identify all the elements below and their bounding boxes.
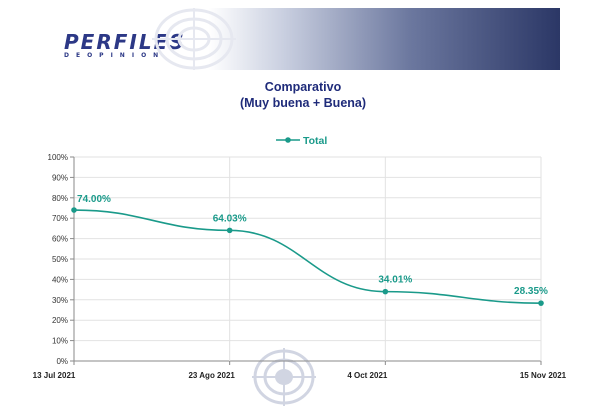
y-tick-label: 90%: [52, 173, 68, 182]
y-tick-label: 40%: [52, 275, 68, 284]
y-tick-label: 0%: [56, 357, 68, 366]
series-line-total: [73, 209, 542, 304]
chart-subtitle: (Muy buena + Buena): [239, 96, 367, 110]
x-tick-label: 15 Nov 2021: [520, 371, 567, 380]
x-tick-label: 23 Ago 2021: [188, 371, 235, 380]
y-tick-label: 20%: [52, 316, 68, 325]
x-tick-label: 4 Oct 2021: [347, 371, 388, 380]
header-band: [58, 8, 560, 70]
logo-subtext: DEOPINION: [64, 52, 166, 59]
data-label: 34.01%: [378, 275, 412, 286]
data-label: 28.35%: [514, 286, 548, 297]
data-label: 64.03%: [213, 213, 247, 224]
chart-title: Comparativo: [264, 80, 342, 94]
x-tick-label: 13 Jul 2021: [33, 371, 76, 380]
y-tick-label: 100%: [48, 153, 68, 162]
watermark-target-icon: [252, 348, 316, 406]
logo-text: PERFILES: [64, 30, 186, 54]
y-tick-label: 30%: [52, 296, 68, 305]
data-label: 74.00%: [77, 194, 111, 205]
data-point: [538, 300, 544, 306]
target-logo-icon: [152, 8, 236, 70]
y-tick-label: 50%: [52, 255, 68, 264]
legend-marker: [285, 137, 291, 143]
y-tick-label: 60%: [52, 235, 68, 244]
y-tick-label: 10%: [52, 337, 68, 346]
y-tick-label: 70%: [52, 214, 68, 223]
y-tick-label: 80%: [52, 194, 68, 203]
data-point: [71, 207, 77, 213]
data-point: [382, 288, 389, 295]
legend-label: Total: [303, 135, 327, 147]
data-point: [226, 227, 233, 234]
